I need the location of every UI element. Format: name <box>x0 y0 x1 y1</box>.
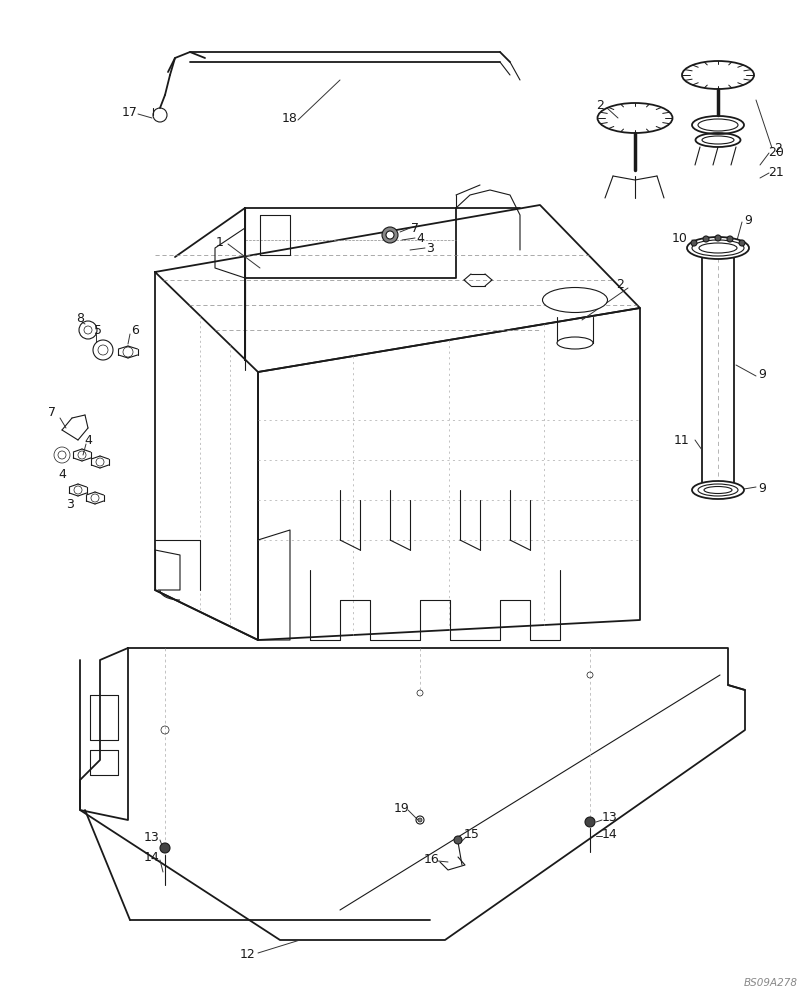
Text: 1: 1 <box>216 235 224 248</box>
Ellipse shape <box>542 288 607 312</box>
Circle shape <box>702 236 708 242</box>
Circle shape <box>385 231 393 239</box>
Text: 16: 16 <box>423 853 440 866</box>
Text: 9: 9 <box>757 368 765 381</box>
Text: 4: 4 <box>58 468 66 482</box>
Ellipse shape <box>686 237 748 259</box>
Circle shape <box>418 818 422 822</box>
Circle shape <box>381 227 397 243</box>
Text: 21: 21 <box>767 166 783 179</box>
Text: 13: 13 <box>602 811 617 824</box>
Text: 9: 9 <box>757 482 765 494</box>
Text: 17: 17 <box>122 106 138 119</box>
Text: 8: 8 <box>76 312 84 324</box>
Ellipse shape <box>691 240 743 256</box>
Text: 4: 4 <box>415 232 423 244</box>
Text: 7: 7 <box>410 222 418 235</box>
Text: 3: 3 <box>426 241 433 254</box>
Text: 20: 20 <box>767 146 783 159</box>
Circle shape <box>690 240 696 246</box>
Text: 2: 2 <box>595 99 603 112</box>
Circle shape <box>738 240 744 246</box>
Circle shape <box>726 236 732 242</box>
Text: 13: 13 <box>144 831 160 844</box>
Circle shape <box>160 843 169 853</box>
Text: BS09A278: BS09A278 <box>743 978 797 988</box>
Text: 7: 7 <box>48 406 56 418</box>
Circle shape <box>584 817 594 827</box>
Text: 6: 6 <box>131 324 139 336</box>
Text: 14: 14 <box>602 828 617 841</box>
Text: 9: 9 <box>743 214 751 227</box>
Text: 11: 11 <box>673 434 689 446</box>
Ellipse shape <box>691 481 743 499</box>
Text: 5: 5 <box>94 324 102 336</box>
Text: 4: 4 <box>84 434 92 446</box>
Text: 18: 18 <box>281 112 298 125</box>
Text: 2: 2 <box>616 278 623 292</box>
Text: 2: 2 <box>773 142 781 155</box>
Text: 10: 10 <box>672 232 687 244</box>
Text: 19: 19 <box>393 801 410 814</box>
Text: 12: 12 <box>240 948 255 961</box>
Circle shape <box>453 836 461 844</box>
Text: 15: 15 <box>464 828 479 841</box>
Circle shape <box>714 235 720 241</box>
Text: 14: 14 <box>144 851 160 864</box>
Text: 3: 3 <box>66 498 74 512</box>
Ellipse shape <box>556 337 592 349</box>
